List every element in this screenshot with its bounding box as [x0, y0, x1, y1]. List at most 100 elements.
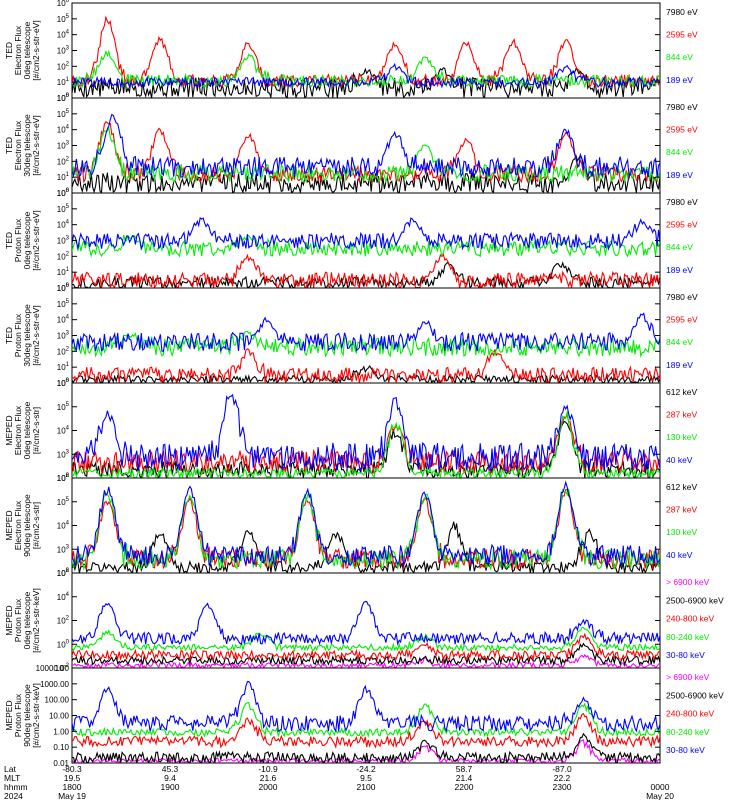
legend-entry: 7980 eV — [666, 292, 698, 302]
series-trace-4 — [72, 480, 660, 568]
legend-entry: > 6900 keV — [666, 577, 710, 587]
y-tick-label: 106 — [57, 283, 70, 293]
x-axis-row-label: hhmm — [4, 782, 28, 792]
y-tick-label: 101 — [57, 172, 70, 182]
x-tick-label-hhmm: 2200 — [455, 782, 474, 792]
y-axis-label: 0deg telescope — [22, 401, 32, 459]
traces — [72, 15, 660, 98]
y-tick-label: 105 — [57, 109, 70, 119]
y-tick-label: 102 — [57, 346, 70, 356]
y-tick-label: 105 — [57, 402, 70, 412]
series-trace-2 — [72, 348, 660, 383]
y-tick-label: 102 — [57, 156, 70, 166]
plot-frame — [71, 667, 661, 764]
series-trace-1 — [72, 67, 660, 98]
series-trace-4 — [72, 62, 660, 89]
legend-entry: 40 keV — [666, 455, 693, 465]
legend-entry: 80-240 keV — [666, 632, 710, 642]
y-tick-label: 103 — [57, 236, 70, 246]
x-tick-label-date: May 19 — [58, 791, 86, 800]
x-tick-label-mlt: 21.4 — [456, 773, 473, 783]
y-tick-label: 100.00 — [45, 696, 70, 705]
y-tick-label: 103 — [57, 544, 70, 554]
legend-entry: 287 keV — [666, 410, 698, 420]
y-axis-label: Proton Flux — [13, 693, 23, 737]
y-tick-label: 104 — [57, 220, 70, 230]
x-tick-label-date: May 20 — [646, 791, 674, 800]
legend-entry: 844 eV — [666, 147, 693, 157]
y-tick-label: 100 — [57, 283, 70, 293]
y-axis-label: MEPED — [4, 605, 14, 635]
y-axis-label: [#/cm2-s-str] — [31, 502, 41, 549]
panel-7: 10-2 100 102 104 106 MEPED Proton Flux 0deg tel… — [4, 568, 724, 673]
series-trace-1 — [72, 365, 660, 383]
y-tick-label: 104 — [57, 521, 70, 531]
y-tick-label: 104 — [57, 125, 70, 135]
y-axis-label: 90deg telescope — [22, 494, 32, 557]
y-axis-label: 30deg telescope — [22, 114, 32, 177]
legend-entry: 189 eV — [666, 170, 693, 180]
x-tick-label-hhmm: 2000 — [259, 782, 278, 792]
series-trace-5 — [72, 681, 660, 733]
x-tick-label-mlt: 19.5 — [64, 773, 81, 783]
y-tick-label: 0.10 — [53, 743, 69, 752]
traces — [72, 113, 660, 193]
y-axis-label: [#/cm2-s-str-keV] — [31, 588, 41, 653]
x-tick-label-mlt: 22.2 — [554, 773, 571, 783]
series-trace-2 — [72, 642, 660, 667]
y-tick-label: 102 — [57, 568, 70, 578]
y-axis-label: Electron Flux — [13, 120, 23, 170]
legend-entry: 80-240 keV — [666, 727, 710, 737]
y-axis-label: TED — [4, 327, 14, 344]
series-trace-4 — [72, 626, 660, 653]
y-tick-label: 10-2 — [55, 663, 70, 673]
series-trace-3 — [72, 49, 660, 89]
y-axis-label: 90deg telescope — [22, 684, 32, 747]
series-trace-4 — [72, 217, 660, 251]
legend-entry: 844 eV — [666, 337, 693, 347]
y-tick-label: 106 — [57, 378, 70, 388]
x-axis-row-label: Lat — [4, 764, 16, 774]
y-tick-label: 103 — [57, 46, 70, 56]
legend-entry: 189 eV — [666, 360, 693, 370]
y-axis-label: [#/cm2-s-str-eV] — [31, 210, 41, 270]
y-axis-label: Proton Flux — [13, 313, 23, 357]
y-axis-label: [#/cm2-s-str-eV] — [31, 20, 41, 80]
panel-1: 100 101 102 103 104 105 106 TED Electron Flux 0de… — [4, 0, 698, 103]
panel-3: 100 101 102 103 104 105 106 TED Proton Flux 0deg … — [4, 188, 698, 293]
legend-entry: 189 eV — [666, 265, 693, 275]
legend-entry: 240-800 keV — [666, 709, 715, 719]
panel-4: 100 101 102 103 104 105 106 TED Proton Flux 30deg… — [4, 283, 698, 388]
series-trace-1 — [72, 653, 660, 668]
legend-entry: 287 keV — [666, 505, 698, 515]
x-tick-label-mlt: 9.4 — [164, 773, 176, 783]
series-trace-3 — [72, 488, 660, 571]
series-trace-4 — [72, 312, 660, 353]
y-tick-label: 10.00 — [49, 712, 70, 721]
legend-entry: 2595 eV — [666, 220, 698, 230]
y-tick-label: 104 — [57, 592, 70, 602]
y-axis-label: Proton Flux — [13, 598, 23, 642]
y-axis-label: [#/cm2-s-str-keV] — [31, 683, 41, 748]
legend-entry: 2595 eV — [666, 125, 698, 135]
y-axis-label: [#/cm2-s-str-eV] — [31, 305, 41, 365]
legend-entry: 40 keV — [666, 550, 693, 560]
traces — [72, 393, 660, 478]
y-axis-label: Electron Flux — [13, 405, 23, 455]
x-tick-label-lat: 45.3 — [162, 764, 179, 774]
traces — [72, 681, 660, 763]
y-tick-label: 101 — [57, 362, 70, 372]
series-trace-3 — [72, 632, 660, 662]
y-axis-label: MEPED — [4, 415, 14, 445]
y-axis-label: MEPED — [4, 700, 14, 730]
y-tick-label: 100 — [57, 378, 70, 388]
legend-entry: 30-80 keV — [666, 745, 705, 755]
series-trace-1 — [72, 154, 660, 193]
traces — [72, 217, 660, 288]
legend-entry: > 6900 keV — [666, 672, 710, 682]
series-trace-3 — [72, 411, 660, 478]
y-tick-label: 100 — [57, 93, 70, 103]
y-tick-label: 103 — [57, 331, 70, 341]
